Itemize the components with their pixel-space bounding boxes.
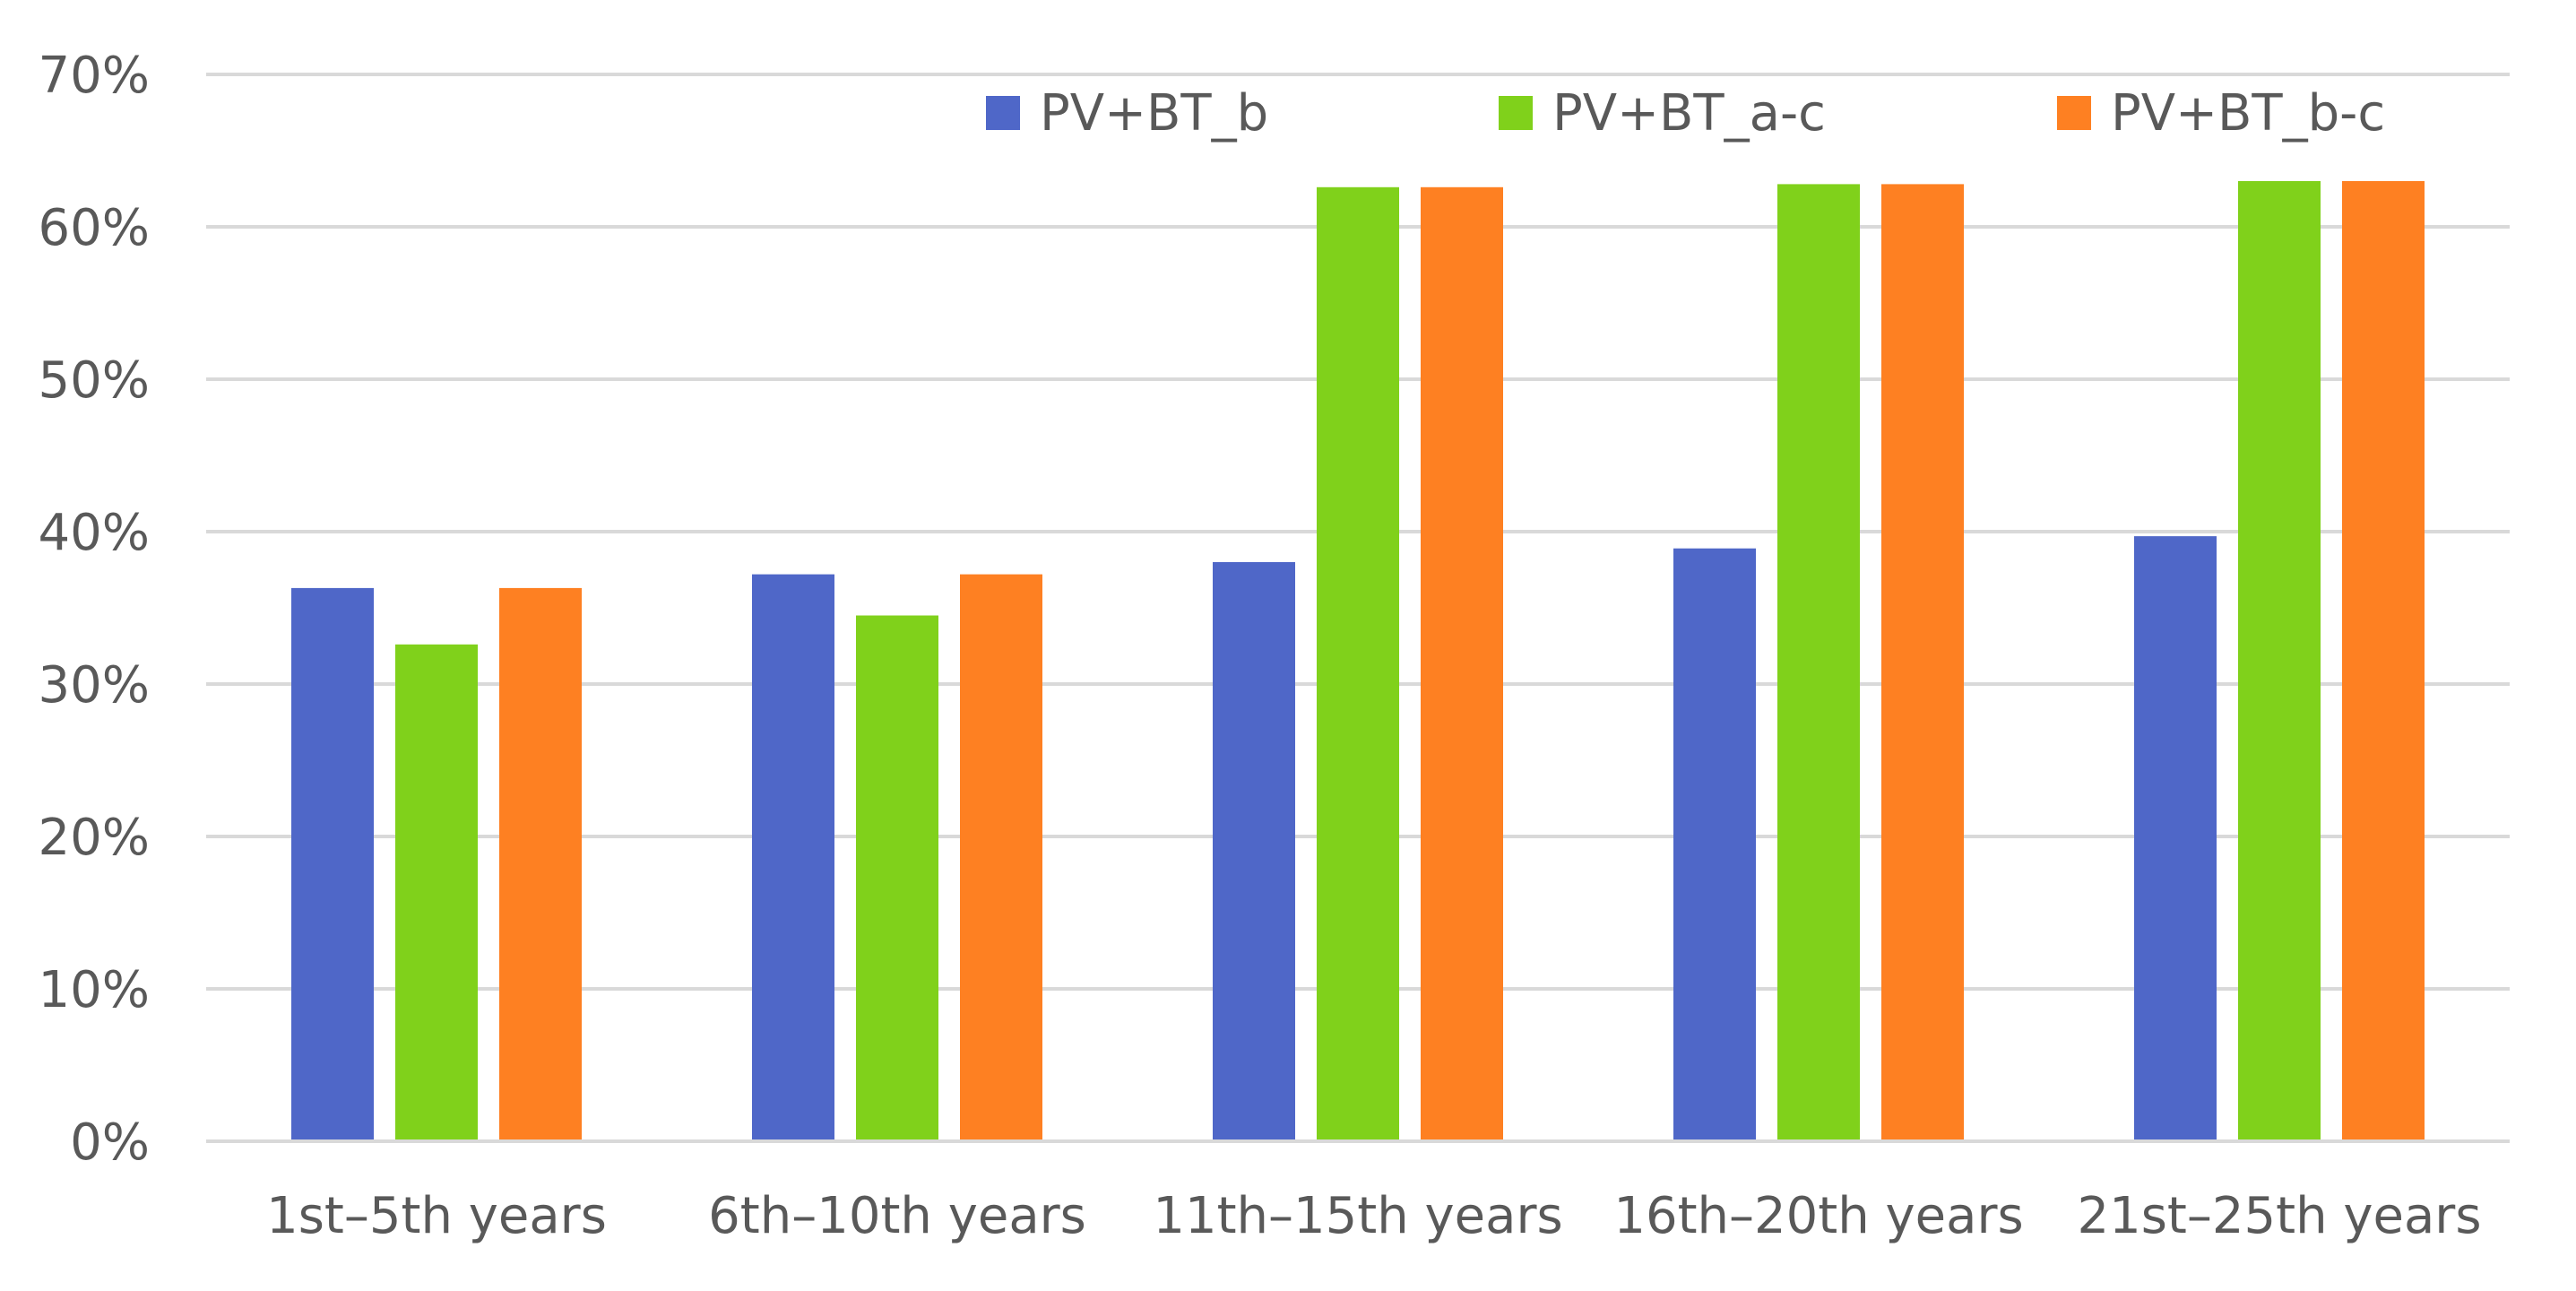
y-tick-label-0: 0% [70, 1113, 150, 1172]
bars [291, 181, 2425, 1141]
legend-swatch-pv-bt-a-c [1499, 96, 1533, 130]
legend: PV+BT_b PV+BT_a-c PV+BT_b-c [986, 84, 2385, 143]
bar-pv-bt-b-c-1 [499, 587, 582, 1141]
bar-pv-bt-a-c-2 [856, 615, 938, 1141]
x-tick-label-3: 11th–15th years [1153, 1187, 1562, 1245]
legend-label-pv-bt-a-c: PV+BT_a-c [1552, 84, 1826, 143]
y-tick-label-30: 30% [39, 656, 150, 715]
bar-pv-bt-b-2 [752, 574, 834, 1141]
y-axis: 0% 10% 20% 30% 40% 50% 60% 70% [39, 47, 150, 1172]
y-tick-label-70: 70% [39, 47, 150, 105]
bar-pv-bt-b-c-2 [960, 574, 1042, 1141]
bar-pv-bt-a-c-1 [395, 644, 478, 1141]
bar-pv-bt-b-c-4 [1881, 184, 1964, 1141]
bar-pv-bt-a-c-3 [1317, 186, 1399, 1141]
y-tick-label-10: 10% [39, 961, 150, 1019]
x-tick-label-5: 21st–25th years [2077, 1187, 2481, 1245]
bar-pv-bt-a-c-5 [2238, 181, 2321, 1141]
bar-pv-bt-b-1 [291, 587, 374, 1141]
legend-swatch-pv-bt-b [986, 96, 1020, 130]
bar-pv-bt-b-4 [1673, 548, 1756, 1141]
x-tick-label-4: 16th–20th years [1613, 1187, 2023, 1245]
x-tick-label-1: 1st–5th years [266, 1187, 607, 1245]
y-tick-label-60: 60% [39, 199, 150, 257]
bar-pv-bt-b-5 [2134, 536, 2217, 1141]
y-tick-label-20: 20% [39, 809, 150, 867]
y-tick-label-50: 50% [39, 351, 150, 410]
bar-pv-bt-a-c-4 [1777, 184, 1860, 1141]
legend-label-pv-bt-b-c: PV+BT_b-c [2111, 84, 2385, 143]
bar-pv-bt-b-c-5 [2342, 181, 2425, 1141]
bar-pv-bt-b-3 [1213, 562, 1295, 1141]
x-tick-label-2: 6th–10th years [708, 1187, 1086, 1245]
legend-swatch-pv-bt-b-c [2057, 96, 2091, 130]
x-axis: 1st–5th years 6th–10th years 11th–15th yea… [206, 1139, 2510, 1245]
legend-label-pv-bt-b: PV+BT_b [1040, 84, 1268, 143]
y-tick-label-40: 40% [39, 504, 150, 562]
bar-pv-bt-b-c-3 [1421, 186, 1503, 1141]
